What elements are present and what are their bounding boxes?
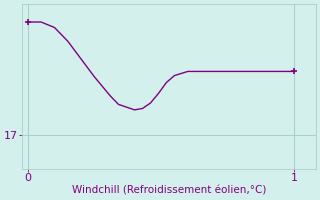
X-axis label: Windchill (Refroidissement éolien,°C): Windchill (Refroidissement éolien,°C) [72, 186, 266, 196]
